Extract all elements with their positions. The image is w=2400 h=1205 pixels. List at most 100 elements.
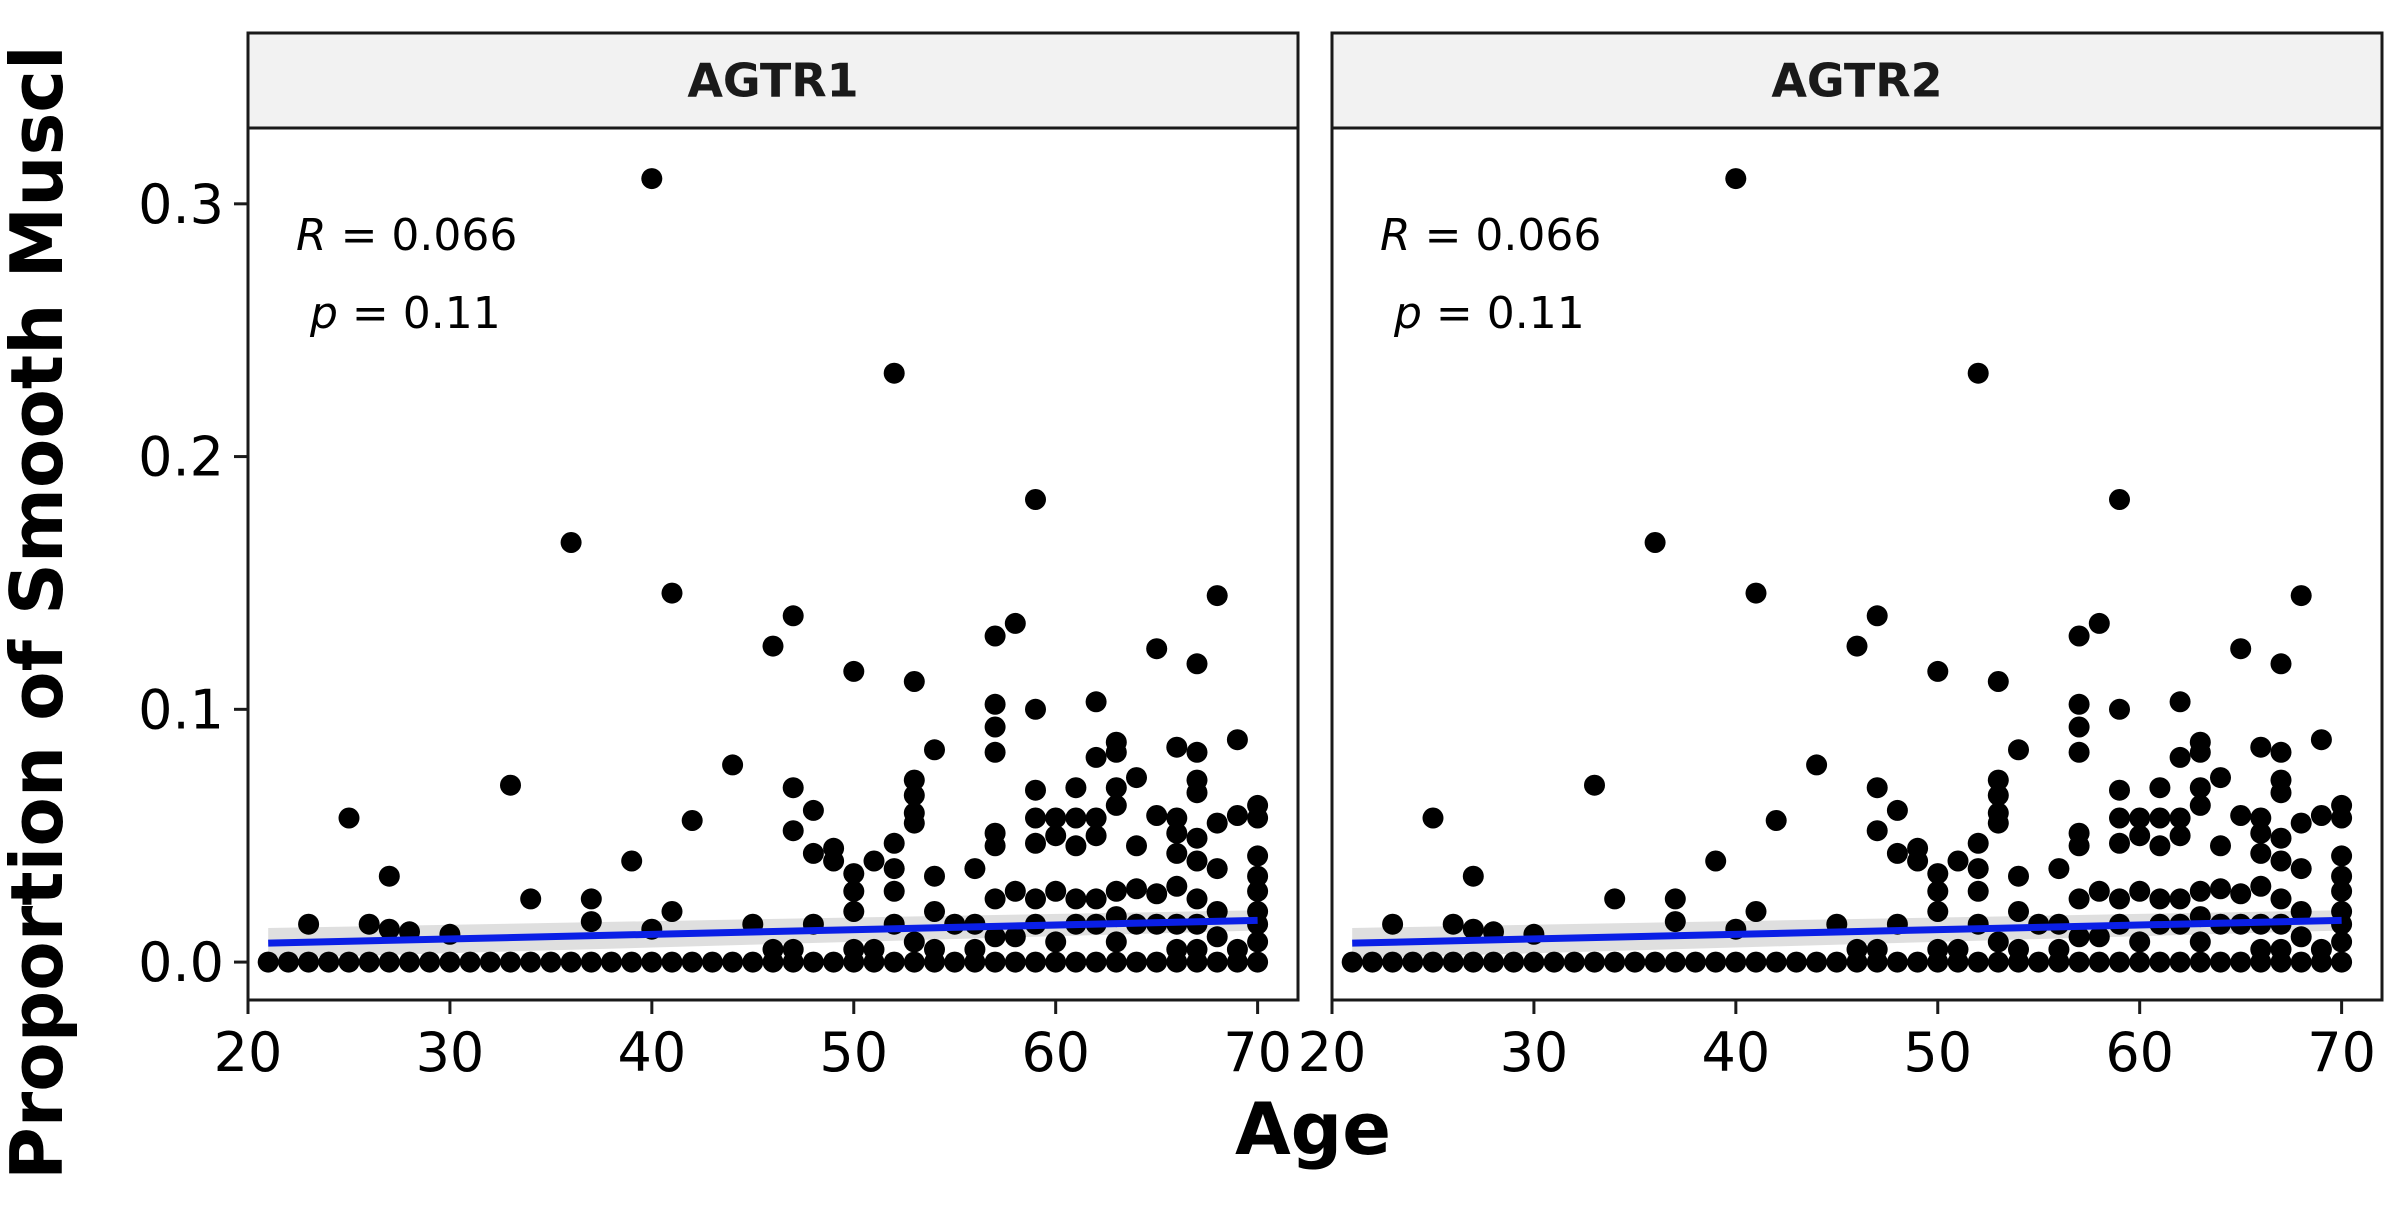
data-point xyxy=(1624,951,1646,973)
data-point xyxy=(823,850,845,872)
data-point xyxy=(984,716,1006,738)
data-point xyxy=(1247,845,1269,867)
data-point xyxy=(1846,635,1868,657)
data-point xyxy=(2250,842,2272,864)
data-point xyxy=(1146,883,1168,905)
data-point xyxy=(1065,835,1087,857)
data-point xyxy=(2129,931,2151,953)
data-point xyxy=(2230,883,2252,905)
data-point xyxy=(1664,911,1686,933)
data-point xyxy=(1065,888,1087,910)
x-tick-label: 20 xyxy=(1298,1021,1367,1084)
data-point xyxy=(2230,638,2252,660)
data-point xyxy=(1947,850,1969,872)
data-point xyxy=(1725,168,1747,190)
data-point xyxy=(2270,782,2292,804)
data-point xyxy=(1146,951,1168,973)
data-point xyxy=(1725,951,1747,973)
data-point xyxy=(1382,913,1404,935)
data-point xyxy=(984,693,1006,715)
data-point xyxy=(1886,951,1908,973)
data-point xyxy=(2331,880,2353,902)
data-point xyxy=(661,582,683,604)
x-tick-label: 50 xyxy=(1903,1021,1972,1084)
y-axis-title: Proportion of Smooth Muscl xyxy=(0,45,79,1180)
data-point xyxy=(1126,835,1147,857)
data-point xyxy=(2008,865,2029,887)
data-point xyxy=(2028,951,2050,973)
data-point xyxy=(520,951,542,973)
data-point xyxy=(1166,822,1188,844)
data-point xyxy=(1105,880,1127,902)
data-point xyxy=(1085,807,1107,829)
data-point xyxy=(1206,858,1228,880)
data-point xyxy=(984,835,1006,857)
data-point xyxy=(2331,845,2353,867)
data-point xyxy=(1987,784,2009,806)
data-point xyxy=(2250,736,2272,758)
data-point xyxy=(641,168,663,190)
data-point xyxy=(1483,951,1504,973)
panel-agtr2: AGTR2 R = 0.066 p = 0.11 20 30 40 50 60 70 xyxy=(1298,31,2384,1084)
data-point xyxy=(1226,805,1248,826)
data-point xyxy=(1462,865,1484,887)
data-point xyxy=(2129,825,2151,847)
data-point xyxy=(257,951,279,973)
data-point xyxy=(1523,951,1545,973)
data-point xyxy=(2048,858,2070,880)
data-point xyxy=(782,820,804,842)
data-point xyxy=(681,951,703,973)
data-point xyxy=(500,774,521,796)
data-point xyxy=(964,938,986,960)
data-point xyxy=(2068,951,2090,973)
data-point xyxy=(2088,926,2110,948)
data-point xyxy=(1105,777,1127,799)
data-point xyxy=(1987,671,2009,692)
p-symbol: p xyxy=(309,288,338,339)
data-point xyxy=(984,741,1006,763)
panel-border xyxy=(246,126,1300,1002)
data-point xyxy=(883,951,905,973)
r-statistic: R = 0.066 xyxy=(1380,210,1601,261)
x-tick-label: 30 xyxy=(1500,1021,1569,1084)
data-point xyxy=(1045,951,1067,973)
data-point xyxy=(1866,820,1888,842)
data-point xyxy=(1025,951,1046,973)
data-point xyxy=(1025,888,1046,910)
data-point xyxy=(1765,951,1787,973)
data-point xyxy=(2189,951,2211,973)
data-point xyxy=(2270,741,2292,763)
data-point xyxy=(1247,865,1269,887)
data-point xyxy=(439,951,461,973)
data-point xyxy=(2270,888,2292,910)
strip-label: AGTR1 xyxy=(687,54,858,108)
data-point xyxy=(1186,888,1208,910)
data-point xyxy=(1442,913,1464,935)
data-point xyxy=(1186,782,1208,804)
data-point xyxy=(1563,951,1585,973)
data-point xyxy=(2290,951,2312,973)
data-point xyxy=(883,880,905,902)
data-point xyxy=(722,951,744,973)
data-point xyxy=(2270,938,2292,960)
data-point xyxy=(1826,951,1848,973)
data-point xyxy=(2310,805,2332,826)
data-point xyxy=(1025,807,1046,829)
x-axis-title: Age xyxy=(1235,1087,1391,1171)
data-point xyxy=(580,951,602,973)
data-point xyxy=(2068,835,2090,857)
data-point xyxy=(1065,807,1087,829)
data-point xyxy=(823,951,845,973)
data-point xyxy=(2109,807,2130,829)
data-point xyxy=(2068,716,2090,738)
points-layer xyxy=(1341,168,2353,973)
data-point xyxy=(1247,931,1269,953)
data-point xyxy=(1004,880,1026,902)
strip-label: AGTR2 xyxy=(1771,54,1942,108)
data-point xyxy=(2068,625,2090,647)
data-point xyxy=(298,913,320,935)
x-tick-label: 60 xyxy=(2105,1021,2174,1084)
data-point xyxy=(1967,832,1989,854)
